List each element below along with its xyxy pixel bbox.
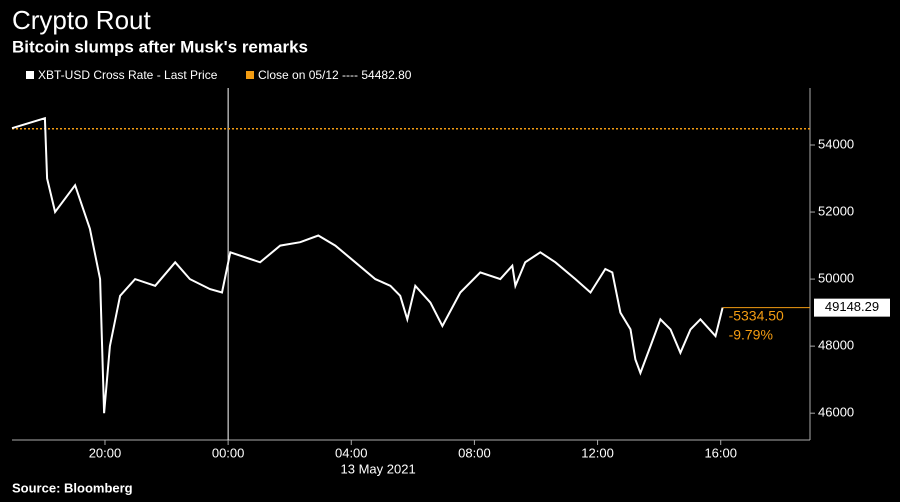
legend-swatch [26, 71, 34, 79]
x-tick-label: 04:00 [335, 445, 368, 460]
change-annotation: -5334.50 [729, 307, 784, 323]
y-tick-label: 48000 [818, 338, 854, 353]
x-axis-label: 13 May 2021 [341, 461, 416, 476]
change-annotation: -9.79% [729, 326, 773, 342]
legend-entry: Close on 05/12 ---- 54482.80 [258, 68, 412, 82]
source: Source: Bloomberg [12, 480, 133, 495]
legend-entry: XBT-USD Cross Rate - Last Price [38, 68, 218, 82]
x-tick-label: 00:00 [212, 445, 245, 460]
y-tick-label: 50000 [818, 271, 854, 286]
legend-swatch [246, 71, 254, 79]
chart-subtitle: Bitcoin slumps after Musk's remarks [12, 37, 308, 56]
last-price-box [814, 298, 890, 317]
x-tick-label: 08:00 [458, 445, 491, 460]
y-tick-label: 46000 [818, 405, 854, 420]
x-tick-label: 16:00 [704, 445, 737, 460]
y-tick-label: 52000 [818, 203, 854, 218]
price-line [11, 116, 724, 414]
x-tick-label: 12:00 [581, 445, 614, 460]
last-price-label: 49148.29 [825, 299, 879, 314]
chart-title: Crypto Rout [12, 5, 151, 35]
x-tick-label: 20:00 [89, 445, 122, 460]
y-tick-label: 54000 [818, 136, 854, 151]
